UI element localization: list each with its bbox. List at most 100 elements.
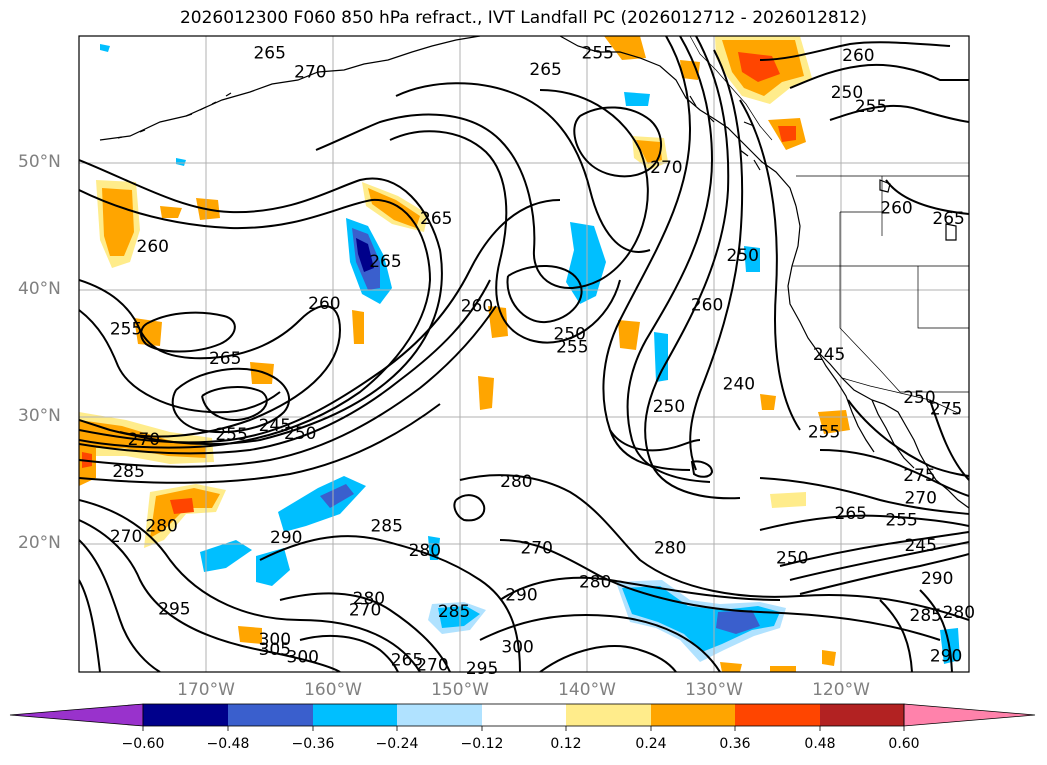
negative-anomaly-patch: [744, 246, 760, 272]
contour-line: [499, 539, 941, 641]
contour-line: [479, 614, 721, 672]
contour-line: [299, 634, 399, 672]
contour-label: 265: [253, 44, 285, 64]
contour-line: [626, 36, 714, 483]
colorbar-segment: [820, 704, 904, 726]
positive-anomaly-patch: [352, 310, 364, 344]
positive-anomaly-patch: [150, 488, 220, 538]
negative-anomaly-patch: [438, 606, 480, 628]
alaska-coast: [99, 36, 481, 141]
contour-label: 270: [128, 430, 160, 450]
colorbar-tick-marks: [142, 726, 905, 731]
alaska-canada-border: [689, 36, 773, 141]
negative-anomaly-patch: [100, 44, 110, 52]
contour-label: 285: [112, 462, 144, 482]
contour-line: [759, 41, 951, 61]
colorbar-tick-label: −0.24: [375, 736, 419, 752]
contour-line: [885, 179, 969, 215]
contour-line: [395, 82, 651, 253]
longitude-label: 130°W: [685, 680, 743, 700]
contour-label: 260: [461, 297, 493, 317]
contour-label: 250: [776, 549, 808, 569]
negative-anomaly-patch: [716, 610, 760, 634]
contour-label: 280: [500, 472, 532, 492]
contour-label: 300: [501, 638, 533, 658]
colorbar: [9, 703, 1036, 731]
negative-anomaly-patch: [278, 476, 366, 532]
contour-label: 250: [284, 424, 316, 444]
map-title: 2026012300 F060 850 hPa refract., IVT La…: [179, 8, 867, 28]
positive-anomaly-patch: [160, 206, 182, 218]
contour-line: [609, 429, 701, 452]
contour-line: [140, 311, 236, 353]
contour-line: [799, 553, 969, 595]
contour-line: [453, 494, 486, 522]
contour-label: 295: [466, 659, 498, 679]
contour-label: 290: [930, 646, 962, 666]
contour-label: 255: [110, 320, 142, 340]
contour-line: [79, 309, 281, 414]
longitude-label: 120°W: [812, 680, 870, 700]
colorbar-outline: [142, 703, 905, 727]
positive-anomaly-patch: [636, 140, 662, 164]
latitude-label: 30°N: [18, 406, 61, 426]
contour-line: [79, 305, 497, 468]
contour-label: 270: [349, 601, 381, 621]
colorbar-tick-label: 0.60: [888, 736, 920, 752]
longitude-label: 150°W: [431, 680, 489, 700]
contour-line: [79, 519, 341, 672]
contour-label: 250: [726, 246, 758, 266]
contour-line: [506, 265, 583, 324]
colorbar-tick-label: −0.36: [291, 736, 335, 752]
refractivity-contours: [79, 36, 969, 672]
positive-anomaly-patch: [134, 318, 162, 346]
contour-label: 285: [910, 606, 942, 626]
contour-line: [79, 279, 342, 438]
west-coast-us: [787, 205, 937, 481]
contour-label: 270: [294, 63, 326, 83]
contour-label: 270: [110, 527, 142, 547]
baja-california: [817, 351, 875, 453]
contour-label: 300: [259, 630, 291, 650]
contour-label: 260: [308, 294, 340, 314]
contour-label: 280: [409, 541, 441, 561]
contour-line: [573, 106, 663, 178]
contour-label: 270: [650, 158, 682, 178]
contour-label: 255: [215, 425, 247, 445]
negative-anomaly-patch: [200, 540, 252, 572]
colorbar-tick-label: 0.36: [719, 736, 751, 752]
contour-line: [759, 477, 969, 515]
positive-anomaly-patch: [818, 410, 850, 434]
contour-label: 295: [158, 599, 190, 619]
contour-label: 260: [842, 46, 874, 66]
contour-label: 255: [808, 423, 840, 443]
colorbar-segment: [566, 704, 651, 726]
contour-label: 255: [582, 44, 614, 64]
colorbar-tick-label: −0.12: [460, 736, 504, 752]
contour-label: 255: [885, 510, 917, 530]
contour-label: 280: [654, 538, 686, 558]
contour-line: [279, 592, 451, 672]
positive-anomaly-patch: [604, 36, 646, 60]
contour-label: 250: [903, 388, 935, 408]
negative-anomaly-patch: [624, 92, 650, 106]
contour-label: 240: [723, 374, 755, 394]
contour-line: [389, 130, 621, 344]
contour-line: [789, 541, 969, 581]
contour-label: 270: [904, 489, 936, 509]
contour-line: [829, 104, 969, 123]
contour-line: [819, 449, 969, 497]
contour-label: 300: [287, 648, 319, 668]
colorbar-segment: [735, 704, 820, 726]
contour-label: 265: [369, 252, 401, 272]
negative-anomaly-patch: [622, 586, 780, 652]
latitude-label: 40°N: [18, 279, 61, 299]
contour-label: 245: [259, 416, 291, 436]
contour-line: [201, 386, 268, 421]
contour-line: [689, 49, 744, 471]
contour-line: [79, 403, 441, 484]
contour-label: 285: [438, 602, 470, 622]
colorbar-tick-label: −0.48: [206, 736, 250, 752]
